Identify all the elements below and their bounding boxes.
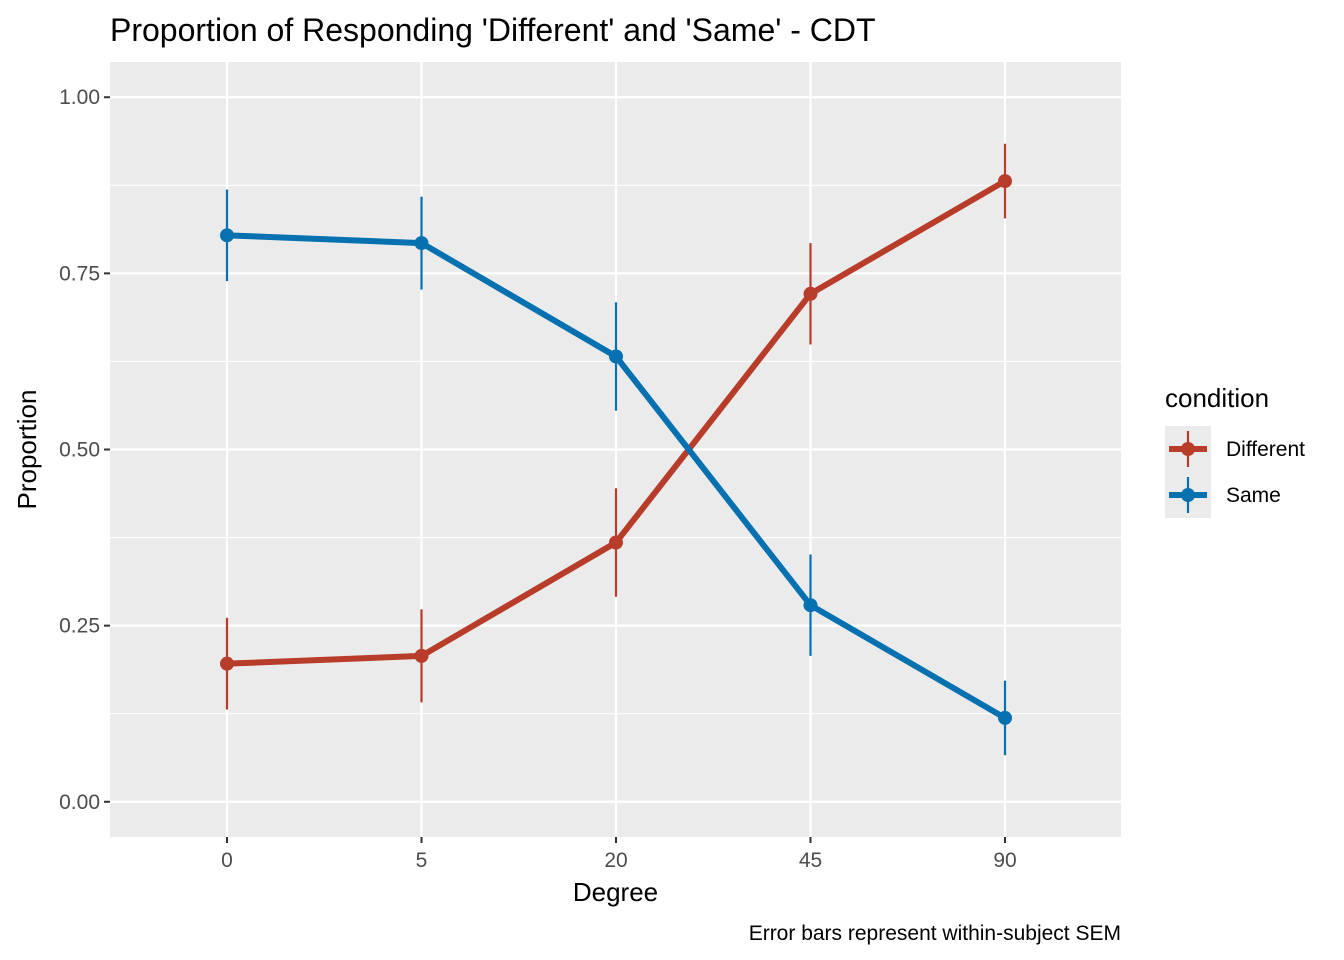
legend-title: condition xyxy=(1165,383,1269,413)
point-different xyxy=(414,648,429,663)
caption: Error bars represent within-subject SEM xyxy=(749,922,1121,945)
x-tick-label: 0 xyxy=(221,849,233,872)
chart-title: Proportion of Responding 'Different' and… xyxy=(110,12,876,48)
x-tick-label: 45 xyxy=(799,849,822,872)
point-same xyxy=(220,228,234,243)
legend-point-different xyxy=(1181,442,1195,456)
y-tick-label: 1.00 xyxy=(59,86,100,109)
y-axis-ticks: 0.00 0.25 0.50 0.75 1.00 xyxy=(59,86,110,814)
point-same xyxy=(998,710,1012,725)
legend-point-same xyxy=(1181,488,1195,502)
x-tick-label: 20 xyxy=(604,849,627,872)
x-axis-label: Degree xyxy=(573,877,658,907)
series-layer xyxy=(220,143,1012,756)
y-tick-label: 0.25 xyxy=(59,615,100,638)
y-tick-label: 0.75 xyxy=(59,262,100,285)
legend-label-different: Different xyxy=(1226,438,1305,461)
point-different xyxy=(220,656,234,671)
x-tick-label: 5 xyxy=(416,849,428,872)
point-different xyxy=(803,286,818,301)
x-tick-label: 90 xyxy=(993,849,1016,872)
point-different xyxy=(609,535,623,550)
x-axis-ticks: 0 5 20 45 90 xyxy=(221,837,1017,872)
point-same xyxy=(803,598,818,613)
legend-label-same: Same xyxy=(1226,484,1281,507)
y-tick-label: 0.00 xyxy=(59,791,100,814)
point-different xyxy=(998,174,1012,189)
point-same xyxy=(609,349,623,364)
legend: condition Different Same xyxy=(1165,383,1305,518)
y-axis-label: Proportion xyxy=(12,390,42,510)
y-tick-label: 0.50 xyxy=(59,439,100,462)
point-same xyxy=(414,236,429,251)
